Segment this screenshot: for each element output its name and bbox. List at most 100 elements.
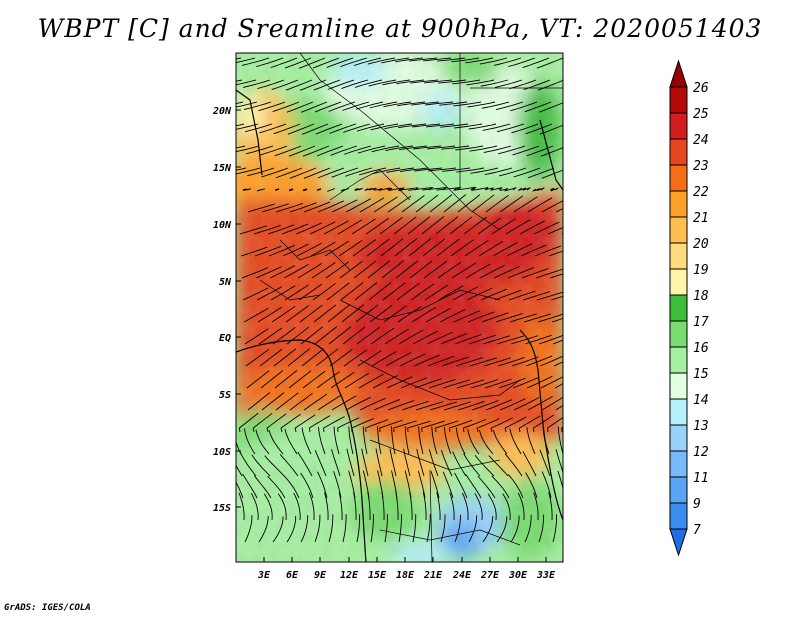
lon-label: 3E: [257, 570, 271, 581]
streamline: [499, 398, 526, 411]
streamline: [539, 355, 563, 367]
streamline: [282, 243, 309, 257]
streamline: [364, 187, 377, 191]
streamline: [522, 451, 537, 477]
streamline: [338, 239, 363, 257]
streamline: [437, 261, 462, 279]
streamline: [552, 339, 563, 345]
streamline: [483, 145, 512, 153]
streamline: [368, 282, 392, 301]
streamline: [274, 188, 280, 191]
colorbar-label: 12: [693, 445, 709, 460]
colorbar-label: 17: [693, 315, 709, 330]
streamline: [428, 379, 456, 389]
streamline: [538, 514, 545, 543]
streamline: [280, 413, 301, 433]
streamline: [384, 123, 413, 130]
credit-text: GrADS: IGES/COLA: [4, 603, 91, 613]
streamline: [550, 295, 563, 301]
colorbar-segment: [669, 86, 688, 114]
streamline: [379, 217, 403, 235]
streamline: [289, 202, 317, 213]
streamline: [552, 514, 557, 543]
streamline: [245, 349, 269, 367]
streamline: [258, 101, 286, 112]
streamline: [242, 287, 269, 301]
streamline: [527, 396, 553, 411]
streamline: [318, 426, 326, 455]
streamline: [398, 514, 402, 543]
streamline: [485, 194, 509, 213]
colorbar-label: 16: [693, 341, 709, 356]
streamline: [272, 516, 284, 543]
streamline: [537, 79, 563, 91]
streamline: [381, 260, 405, 279]
colorbar-segment: [669, 450, 688, 478]
streamline: [508, 290, 536, 301]
streamline: [258, 515, 269, 543]
streamline: [510, 101, 538, 112]
streamline: [366, 238, 390, 257]
streamline: [299, 304, 323, 323]
streamline: [314, 101, 342, 113]
streamline: [348, 426, 354, 455]
streamline: [303, 393, 328, 411]
streamline: [295, 222, 322, 235]
longitude-ticks: [263, 557, 547, 562]
streamline: [539, 449, 551, 477]
streamline: [331, 199, 358, 213]
streamline: [353, 492, 357, 521]
streamline: [436, 492, 441, 521]
latitude-axis: 20N 15N 10N 5N EQ 5S 10S 15S: [212, 106, 232, 514]
streamline: [443, 401, 471, 411]
streamline: [482, 123, 511, 131]
streamline: [260, 145, 288, 156]
streamline: [418, 426, 424, 455]
streamline: [316, 371, 340, 389]
streamline: [562, 492, 563, 493]
streamline: [236, 101, 244, 104]
streamline: [372, 375, 399, 389]
streamline: [341, 304, 365, 323]
streamline: [327, 79, 355, 90]
streamline: [490, 417, 513, 433]
streamline: [355, 101, 384, 110]
streamline: [401, 400, 429, 411]
streamline: [246, 167, 275, 177]
streamline: [294, 414, 316, 433]
streamline: [494, 289, 522, 301]
streamline: [456, 167, 485, 173]
streamline: [518, 187, 531, 191]
colorbar: [669, 59, 688, 557]
streamline: [346, 448, 355, 477]
streamline: [236, 101, 258, 108]
streamline: [537, 313, 563, 323]
streamline: [236, 480, 244, 499]
streamline: [396, 79, 425, 85]
streamline: [351, 218, 376, 235]
streamline: [329, 123, 357, 134]
streamline: [454, 472, 468, 499]
streamline: [414, 378, 442, 389]
streamline: [324, 492, 329, 521]
streamline: [421, 216, 445, 235]
streamline: [455, 427, 466, 455]
streamline: [557, 470, 563, 491]
streamline: [427, 145, 456, 150]
streamline: [342, 101, 370, 111]
streamline: [395, 492, 399, 521]
streamline: [477, 475, 496, 499]
streamline: [466, 287, 493, 301]
streamline: [395, 57, 424, 63]
streamline: [469, 145, 498, 152]
streamline: [386, 376, 413, 389]
streamline: [499, 195, 524, 213]
lat-label: 20N: [212, 106, 232, 117]
streamline: [417, 470, 426, 499]
lon-label: 9E: [314, 570, 327, 581]
streamline: [541, 169, 563, 179]
streamline: [242, 79, 271, 88]
streamline: [286, 515, 297, 543]
streamline: [315, 123, 343, 135]
